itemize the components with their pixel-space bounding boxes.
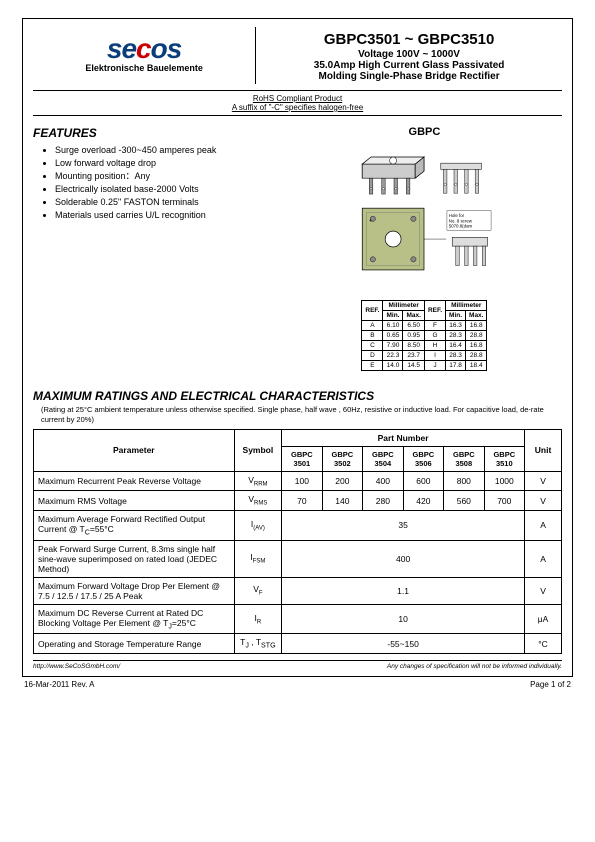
symbol-cell: IFSM: [234, 540, 282, 577]
value-cell: 200: [322, 471, 362, 491]
value-cell: 70: [282, 491, 322, 511]
svg-text:No. 8 screw: No. 8 screw: [449, 218, 473, 223]
part-title: GBPC3501 ~ GBPC3510: [260, 31, 558, 48]
footer-page: Page 1 of 2: [530, 680, 571, 689]
dim-max-header: Max.: [466, 311, 487, 321]
value-cell: 280: [363, 491, 403, 511]
logo: secos: [33, 33, 255, 65]
feature-item: Electrically isolated base-2000 Volts: [55, 183, 287, 196]
dim-mm-header: Millimeter: [383, 301, 424, 311]
param-cell: Maximum Forward Voltage Drop Per Element…: [34, 577, 235, 604]
ratings-heading: MAXIMUM RATINGS AND ELECTRICAL CHARACTER…: [33, 389, 562, 403]
feature-item: Mounting position：Any: [55, 170, 287, 183]
param-cell: Operating and Storage Temperature Range: [34, 634, 235, 654]
unit-cell: V: [525, 491, 562, 511]
part-col: GBPC3502: [322, 446, 362, 471]
features-column: FEATURES Surge overload -300~450 amperes…: [33, 126, 287, 371]
feature-item: Low forward voltage drop: [55, 157, 287, 170]
ratings-note: (Rating at 25°C ambient temperature unle…: [41, 405, 562, 425]
desc-line1: 35.0Amp High Current Glass Passivated: [260, 60, 558, 71]
part-col: GBPC3508: [444, 446, 484, 471]
symbol-cell: TJ , TSTG: [234, 634, 282, 654]
symbol-cell: VRMS: [234, 491, 282, 511]
symbol-cell: I(AV): [234, 510, 282, 540]
header-title-block: GBPC3501 ~ GBPC3510 Voltage 100V ~ 1000V…: [255, 27, 562, 84]
value-cell: 400: [363, 471, 403, 491]
value-cell: 800: [444, 471, 484, 491]
package-diagram: + Hole for No. 8 screw 5070.8(dam: [334, 142, 514, 292]
symbol-cell: VRRM: [234, 471, 282, 491]
svg-text:5070.8(dam: 5070.8(dam: [449, 224, 473, 229]
value-cell: 35: [282, 510, 525, 540]
unit-cell: V: [525, 577, 562, 604]
unit-cell: A: [525, 510, 562, 540]
value-cell: 600: [403, 471, 443, 491]
param-cell: Maximum Average Forward Rectified Output…: [34, 510, 235, 540]
dim-min-header: Min.: [446, 311, 466, 321]
value-cell: 100: [282, 471, 322, 491]
features-list: Surge overload -300~450 amperes peak Low…: [33, 144, 287, 222]
dim-max-header: Max.: [403, 311, 424, 321]
ratings-table: Parameter Symbol Part Number Unit GBPC35…: [33, 429, 562, 654]
unit-cell: μA: [525, 604, 562, 634]
page-border: secos Elektronische Bauelemente GBPC3501…: [22, 18, 573, 677]
value-cell: 420: [403, 491, 443, 511]
value-cell: 1000: [484, 471, 524, 491]
rohs-line2: A suffix of "-C" specifies halogen-free: [232, 103, 363, 112]
param-cell: Maximum RMS Voltage: [34, 491, 235, 511]
inner-footer: http://www.SeCoSGmbH.com/ Any changes of…: [33, 660, 562, 670]
part-col: GBPC3504: [363, 446, 403, 471]
col-symbol: Symbol: [234, 429, 282, 471]
symbol-cell: IR: [234, 604, 282, 634]
mid-section: FEATURES Surge overload -300~450 amperes…: [33, 126, 562, 371]
feature-item: Materials used carries U/L recognition: [55, 209, 287, 222]
dim-ref-header: REF.: [362, 301, 383, 321]
feature-item: Solderable 0.25" FASTON terminals: [55, 196, 287, 209]
param-cell: Maximum Recurrent Peak Reverse Voltage: [34, 471, 235, 491]
header-logo-block: secos Elektronische Bauelemente: [33, 27, 255, 84]
value-cell: 10: [282, 604, 525, 634]
footer-date: 16-Mar-2011 Rev. A: [24, 680, 94, 689]
value-cell: 560: [444, 491, 484, 511]
desc-line2: Molding Single-Phase Bridge Rectifier: [260, 71, 558, 82]
symbol-cell: VF: [234, 577, 282, 604]
part-col: GBPC3510: [484, 446, 524, 471]
logo-subtitle: Elektronische Bauelemente: [33, 63, 255, 73]
param-cell: Peak Forward Surge Current, 8.3ms single…: [34, 540, 235, 577]
value-cell: 700: [484, 491, 524, 511]
dim-min-header: Min.: [383, 311, 403, 321]
col-parameter: Parameter: [34, 429, 235, 471]
page-footer: 16-Mar-2011 Rev. A Page 1 of 2: [22, 680, 573, 689]
value-cell: 1.1: [282, 577, 525, 604]
part-col: GBPC3501: [282, 446, 322, 471]
svg-text:Hole for: Hole for: [449, 213, 465, 218]
features-heading: FEATURES: [33, 126, 287, 140]
diagram-column: GBPC: [287, 126, 562, 371]
rohs-line1: RoHS Compliant Product: [253, 94, 342, 103]
unit-cell: V: [525, 471, 562, 491]
dim-ref-header: REF.: [424, 301, 445, 321]
footer-disclaimer: Any changes of specification will not be…: [387, 663, 562, 670]
value-cell: 140: [322, 491, 362, 511]
dimension-table: REF. Millimeter REF. Millimeter Min. Max…: [361, 300, 487, 371]
dim-mm-header: Millimeter: [446, 301, 487, 311]
param-cell: Maximum DC Reverse Current at Rated DC B…: [34, 604, 235, 634]
package-label: GBPC: [287, 126, 562, 138]
feature-item: Surge overload -300~450 amperes peak: [55, 144, 287, 157]
svg-text:+: +: [370, 218, 373, 224]
footer-url: http://www.SeCoSGmbH.com/: [33, 663, 120, 670]
value-cell: -55~150: [282, 634, 525, 654]
unit-cell: A: [525, 540, 562, 577]
value-cell: 400: [282, 540, 525, 577]
col-partnumber: Part Number: [282, 429, 525, 446]
voltage-line: Voltage 100V ~ 1000V: [260, 49, 558, 60]
rohs-note: RoHS Compliant Product A suffix of "-C" …: [33, 91, 562, 116]
header: secos Elektronische Bauelemente GBPC3501…: [33, 27, 562, 91]
part-col: GBPC3506: [403, 446, 443, 471]
unit-cell: °C: [525, 634, 562, 654]
col-unit: Unit: [525, 429, 562, 471]
